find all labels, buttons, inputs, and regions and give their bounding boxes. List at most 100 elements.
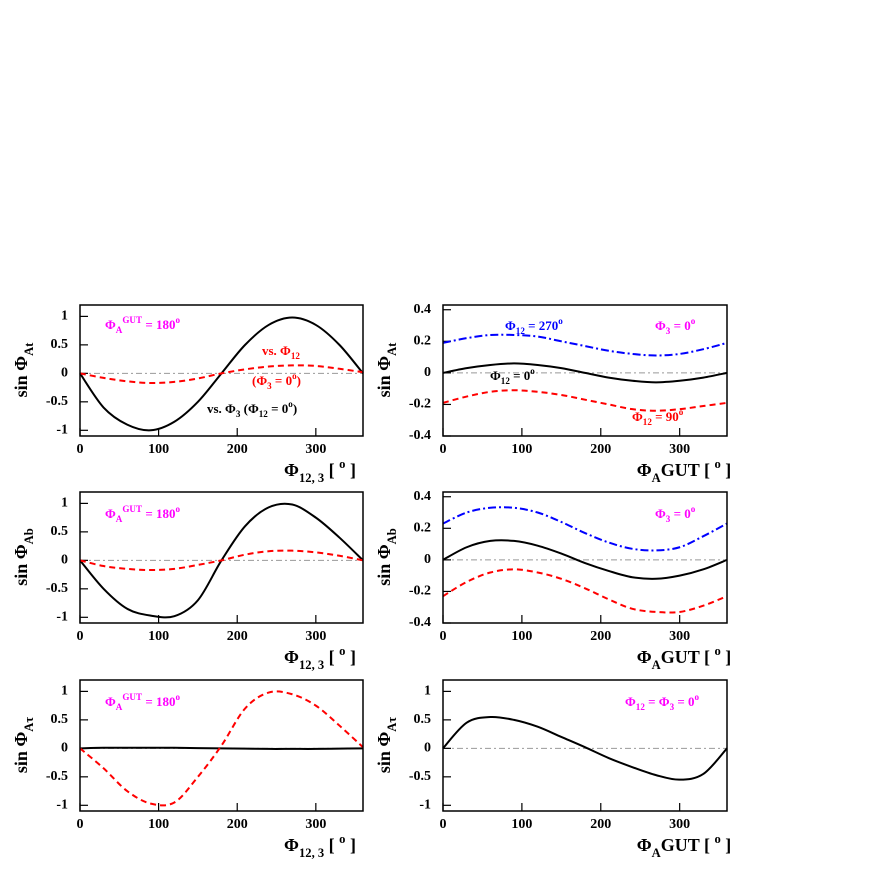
curve [442,389,728,412]
x-tick-label: 100 [148,442,169,457]
x-tick-label: 300 [305,629,326,644]
text-part: vs. Φ [262,343,291,358]
x-tick-label: 0 [77,442,84,457]
text-part: o [530,366,535,376]
annotation: Φ12 = 270o [505,316,563,336]
x-axis-label: ΦAGUT [ o ] [637,832,732,860]
text-part: ) [293,401,297,416]
text-part: A [652,471,661,485]
curve [442,539,728,580]
text-part: o [292,371,297,381]
y-axis-label: sin ΦAt [374,342,399,398]
text-part: GUT [661,460,700,480]
y-axis-label: sin ΦAτ [11,717,36,774]
text-part: ] [345,460,356,480]
text-part: Φ [637,647,652,667]
text-part: o [339,644,345,658]
x-tick-label: 300 [669,629,690,644]
curve [79,364,364,385]
text-part: = 0 [510,368,530,383]
annotation: ΦAGUT = 180o [105,692,181,712]
text-part: sin Φ [11,356,31,398]
y-tick-label: 0.4 [414,489,432,504]
curve [79,549,364,572]
y-tick-label: 0.4 [414,302,432,317]
text-part: Aτ [385,717,399,732]
text-part: Φ [655,506,666,521]
text-part: = 0 [670,318,690,333]
y-tick-label: -0.5 [409,769,431,784]
text-part: = Φ [645,694,670,709]
x-tick-label: 100 [148,629,169,644]
text-part: 3 [267,381,272,391]
text-part: ] [721,835,732,855]
text-part: A [116,514,123,524]
x-tick-label: 100 [511,817,532,832]
x-tick-label: 300 [669,817,690,832]
text-part: Φ [105,694,116,709]
x-tick-label: 0 [77,629,84,644]
text-part: 3 [670,702,675,712]
y-axis-label: sin ΦAb [374,528,399,586]
text-part: vs. Φ [207,401,236,416]
y-axis-label: sin ΦAb [11,528,36,586]
text-part: o [176,692,181,702]
text-part: o [691,504,696,514]
text-part: o [691,316,696,326]
text-part: Φ [105,317,116,332]
text-part: GUT [661,835,700,855]
text-part: Φ [284,460,299,480]
y-tick-label: -1 [56,798,68,813]
plot-frame [79,304,364,437]
y-tick-label: -1 [419,798,431,813]
text-part: = 0 [268,401,288,416]
text-part: Φ [655,318,666,333]
plot-frame [442,679,728,812]
plot-frame [442,491,728,624]
text-part: [ [699,647,714,667]
y-tick-label: -0.5 [46,769,68,784]
y-tick-label: -0.5 [46,581,68,596]
text-part: Φ [490,368,501,383]
text-part: sin Φ [11,544,31,586]
y-tick-label: 1 [61,309,68,324]
y-tick-label: 1 [424,684,431,699]
y-tick-label: 0 [61,366,68,381]
text-part: = 180 [142,694,175,709]
y-tick-label: 0 [424,365,431,380]
curve [79,746,364,750]
y-tick-label: -0.2 [409,397,431,412]
text-part: [ [324,647,339,667]
x-tick-label: 200 [590,442,611,457]
text-part: A [116,325,123,335]
curve [442,568,728,614]
text-part: Aτ [22,717,36,732]
plot-frame [79,491,364,624]
text-part: [ [699,835,714,855]
text-part: 12, 3 [299,471,324,485]
plot-frame [79,679,364,812]
text-part: = 270 [525,318,558,333]
x-tick-label: 200 [227,629,248,644]
plot-frame [442,304,728,437]
x-axis-label: ΦAGUT [ o ] [637,644,732,672]
text-part: o [714,457,720,471]
annotation: Φ3 = 0o [655,504,696,524]
text-part: o [176,315,181,325]
text-part: 3 [666,514,671,524]
text-part: GUT [122,692,142,702]
y-axis-label: sin ΦAτ [374,717,399,774]
text-part: [ [699,460,714,480]
y-tick-label: 0 [424,552,431,567]
text-part: Ab [22,528,36,544]
annotation: vs. Φ12 [262,343,300,361]
text-part: GUT [122,504,142,514]
text-part: Φ [637,835,652,855]
text-part: ] [345,835,356,855]
text-part: o [176,504,181,514]
text-part: GUT [122,315,142,325]
text-part: = 0 [670,506,690,521]
text-part: 12, 3 [299,658,324,672]
y-tick-label: -1 [56,610,68,625]
